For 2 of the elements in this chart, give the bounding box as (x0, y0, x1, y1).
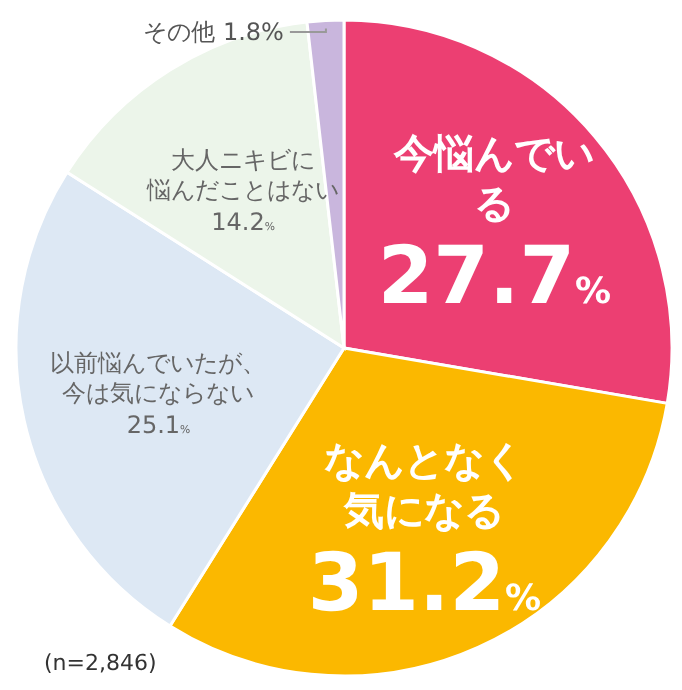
slice-label: その他 1.8% (143, 18, 284, 46)
annotation: (n=2,846) (44, 650, 157, 676)
